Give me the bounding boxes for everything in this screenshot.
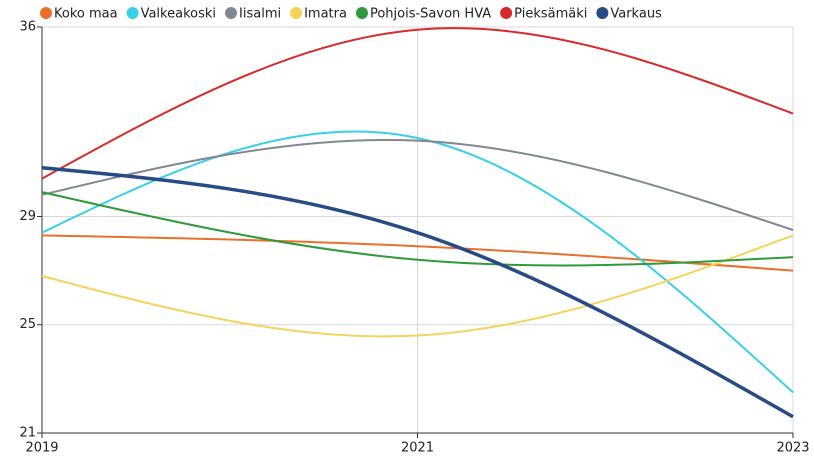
line-series (41, 27, 794, 180)
y-tick-label: 36 (19, 20, 36, 35)
legend-marker (290, 7, 303, 19)
legend-label: Valkeakoski (141, 7, 216, 22)
legend-marker (596, 7, 609, 19)
legend-label: Pieksämäki (514, 7, 587, 22)
line-series (41, 130, 794, 394)
legend-label: Pohjois-Savon HVA (370, 7, 491, 22)
legend-marker (126, 7, 139, 19)
y-tick-label: 25 (19, 317, 36, 332)
legend-label: Varkaus (610, 7, 662, 22)
line-series (41, 166, 794, 419)
y-tick-label: 21 (19, 426, 36, 441)
x-tick-label: 2023 (776, 441, 809, 456)
legend-marker (500, 7, 513, 19)
y-tick-label: 29 (19, 209, 36, 224)
x-tick-label: 2019 (25, 441, 58, 456)
legend-label: Imatra (304, 7, 347, 22)
x-tick-label: 2021 (401, 441, 434, 456)
legend-marker (355, 7, 368, 19)
line-series (41, 138, 794, 231)
legend-label: Koko maa (54, 7, 118, 22)
line-series (41, 191, 794, 267)
line-series (41, 234, 794, 338)
legend-marker (40, 7, 52, 19)
legend-label: Iisalmi (239, 7, 281, 22)
legend-marker (225, 7, 238, 19)
